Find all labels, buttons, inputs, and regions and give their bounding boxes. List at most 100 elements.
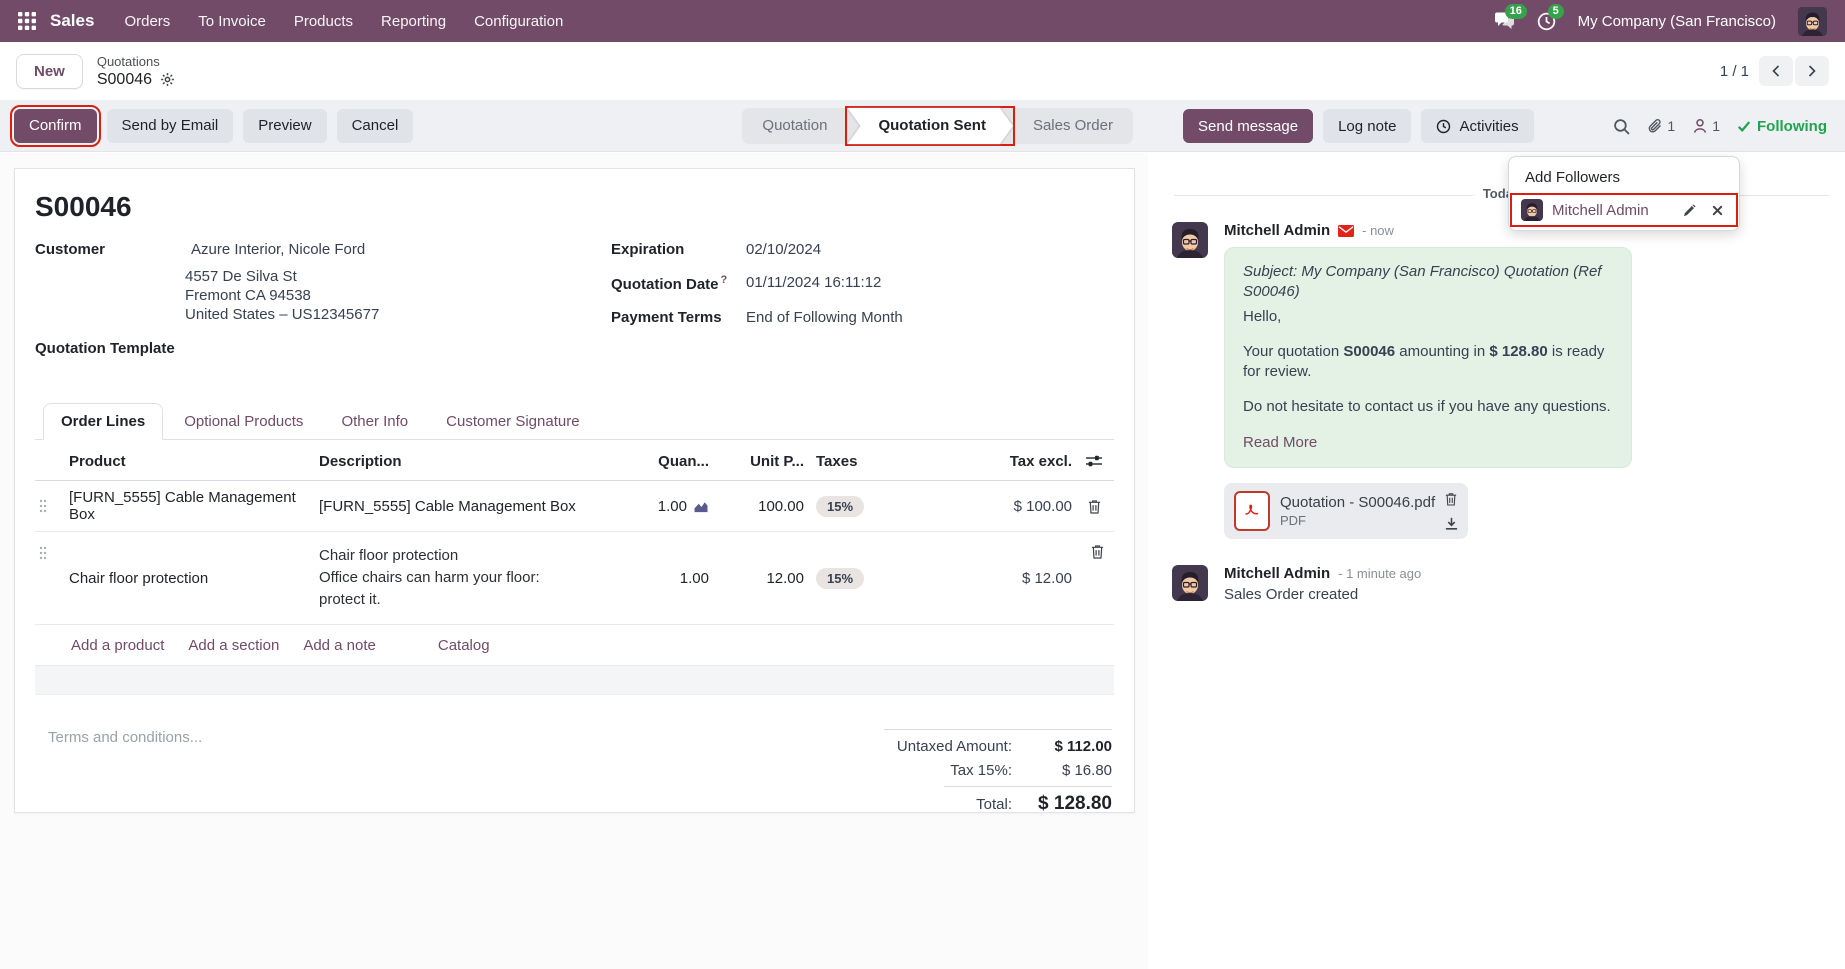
product-cell[interactable]: Chair floor protection [69, 569, 209, 587]
untaxed-amount-value: $ 112.00 [1054, 738, 1112, 755]
tab-other-info[interactable]: Other Info [341, 413, 409, 430]
catalog-link[interactable]: Catalog [437, 636, 490, 654]
col-unit-price[interactable]: Unit P... [750, 452, 804, 470]
terms-placeholder[interactable]: Terms and conditions... [48, 729, 203, 746]
drag-handle-icon[interactable] [35, 499, 69, 513]
following-toggle[interactable]: Following [1737, 118, 1827, 135]
quotation-template-label: Quotation Template [35, 340, 175, 357]
status-sales-order[interactable]: Sales Order [1032, 117, 1113, 134]
order-line-row: [FURN_5555] Cable Management Box [FURN_5… [35, 481, 1114, 532]
expiration-label: Expiration [611, 241, 685, 258]
message-time: - 1 minute ago [1338, 565, 1422, 581]
breadcrumb-quotations[interactable]: Quotations [96, 53, 160, 69]
menu-orders[interactable]: Orders [124, 12, 171, 30]
preview-button[interactable]: Preview [243, 108, 327, 143]
follower-row[interactable]: Mitchell Admin [1510, 193, 1738, 227]
search-messages-icon[interactable] [1613, 118, 1630, 135]
status-quotation[interactable]: Quotation [762, 117, 828, 134]
pager-next-button[interactable] [1795, 56, 1829, 86]
breadcrumb: Quotations S00046 [97, 54, 175, 89]
tab-customer-signature[interactable]: Customer Signature [446, 413, 580, 430]
description-cell[interactable]: Chair floor protection Office chairs can… [319, 547, 540, 608]
new-button[interactable]: New [16, 53, 83, 89]
follower-name[interactable]: Mitchell Admin [1552, 201, 1649, 219]
subtotal-cell: $ 12.00 [954, 532, 1104, 624]
message-avatar [1172, 222, 1208, 258]
col-description[interactable]: Description [319, 452, 402, 470]
total-label: Total: [976, 796, 1012, 813]
add-section-link[interactable]: Add a section [188, 636, 280, 654]
record-title: S00046 [35, 191, 132, 222]
check-icon [1737, 119, 1751, 133]
email-message-bubble: Subject: My Company (San Francisco) Quot… [1224, 247, 1632, 468]
gear-icon[interactable] [160, 72, 175, 87]
remove-follower-icon[interactable] [1712, 205, 1723, 216]
customer-value[interactable]: Azure Interior, Nicole Ford [191, 241, 366, 258]
payment-terms-value[interactable]: End of Following Month [746, 309, 903, 326]
message-time: - now [1362, 223, 1394, 238]
menu-reporting[interactable]: Reporting [381, 12, 447, 30]
send-message-button[interactable]: Send message [1183, 109, 1314, 143]
confirm-button[interactable]: Confirm [10, 104, 101, 147]
expiration-value[interactable]: 02/10/2024 [746, 241, 822, 258]
message-author[interactable]: Mitchell Admin [1224, 564, 1331, 582]
tax-tag: 15% [816, 495, 865, 517]
taxes-cell: 15% [804, 532, 954, 624]
activities-systray-icon[interactable]: 5 [1537, 3, 1564, 31]
quantity-cell[interactable]: 1.00 [679, 569, 709, 587]
description-cell[interactable]: [FURN_5555] Cable Management Box [319, 497, 576, 515]
forecast-chart-icon[interactable] [693, 500, 709, 513]
optional-columns-icon[interactable] [1072, 455, 1116, 467]
message-author[interactable]: Mitchell Admin [1224, 222, 1331, 239]
attachments-counter[interactable]: 1 [1647, 118, 1675, 134]
message-avatar [1172, 564, 1208, 601]
delete-line-icon[interactable] [1091, 544, 1104, 559]
drag-handle-icon[interactable] [35, 532, 69, 624]
menu-configuration[interactable]: Configuration [474, 12, 564, 30]
pager-previous-button[interactable] [1759, 56, 1793, 86]
messages-count-badge: 16 [1504, 3, 1527, 19]
edit-follower-icon[interactable] [1683, 203, 1696, 217]
send-by-email-button[interactable]: Send by Email [106, 108, 234, 143]
cancel-button[interactable]: Cancel [336, 108, 414, 143]
add-followers-item[interactable]: Add Followers [1525, 169, 1621, 186]
quotation-date-value[interactable]: 01/11/2024 16:11:12 [746, 274, 882, 291]
delete-line-icon[interactable] [1072, 499, 1116, 514]
unit-price-cell[interactable]: 12.00 [766, 569, 804, 587]
menu-products[interactable]: Products [293, 12, 354, 30]
user-avatar[interactable] [1798, 6, 1827, 36]
form-region: S00046 Customer Azure Interior, Nicole F… [0, 153, 1148, 969]
col-subtotal[interactable]: Tax excl. [1009, 452, 1072, 470]
paperclip-icon [1647, 118, 1663, 134]
menu-to-invoice[interactable]: To Invoice [198, 12, 266, 30]
pager: 1 / 1 [1720, 56, 1829, 86]
apps-grid-icon[interactable] [18, 12, 36, 30]
status-quotation-sent[interactable]: Quotation Sent [847, 108, 1013, 144]
col-quantity[interactable]: Quan... [658, 452, 709, 470]
tab-order-lines[interactable]: Order Lines [43, 403, 164, 440]
add-product-link[interactable]: Add a product [71, 636, 165, 654]
activities-button[interactable]: Activities [1421, 109, 1534, 143]
activities-count-badge: 5 [1547, 3, 1564, 19]
download-attachment-icon[interactable] [1445, 517, 1458, 530]
attachment-name[interactable]: Quotation - S00046.pdf [1280, 493, 1436, 511]
app-name[interactable]: Sales [50, 11, 95, 30]
email-greeting: Hello, [1243, 307, 1282, 325]
product-cell[interactable]: [FURN_5555] Cable Management Box [69, 489, 296, 523]
followers-counter[interactable]: 1 [1692, 118, 1720, 134]
log-note-button[interactable]: Log note [1323, 109, 1412, 143]
messages-systray-icon[interactable]: 16 [1494, 3, 1527, 31]
quantity-cell[interactable]: 1.00 [609, 498, 709, 515]
col-product[interactable]: Product [69, 452, 126, 470]
payment-terms-label: Payment Terms [611, 309, 722, 326]
company-switcher[interactable]: My Company (San Francisco) [1577, 12, 1776, 30]
unit-price-cell[interactable]: 100.00 [758, 497, 804, 515]
delete-attachment-icon[interactable] [1445, 492, 1458, 506]
add-note-link[interactable]: Add a note [303, 636, 376, 654]
tab-optional-products[interactable]: Optional Products [184, 413, 304, 430]
col-taxes[interactable]: Taxes [816, 452, 858, 470]
tax-tag: 15% [816, 567, 865, 589]
followers-dropdown: Add Followers Mitchell Admin [1508, 156, 1740, 231]
totals-block: Untaxed Amount: $ 112.00 Tax 15%: $ 16.8… [884, 729, 1112, 822]
read-more-link[interactable]: Read More [1243, 433, 1318, 451]
